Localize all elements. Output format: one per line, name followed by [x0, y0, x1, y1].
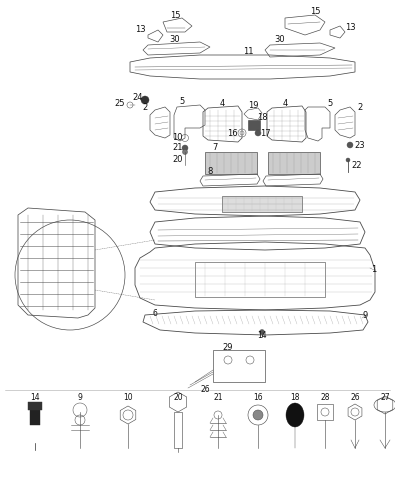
Text: 22: 22 [352, 160, 362, 169]
Text: 24: 24 [133, 93, 143, 101]
Text: 8: 8 [207, 168, 213, 177]
Text: 4: 4 [282, 98, 288, 108]
Text: 6: 6 [152, 309, 158, 317]
Text: 10: 10 [172, 132, 182, 142]
Text: 14: 14 [257, 332, 267, 340]
Text: 30: 30 [170, 36, 180, 45]
Text: 13: 13 [345, 24, 356, 33]
Text: 5: 5 [327, 98, 333, 108]
Text: 7: 7 [213, 144, 218, 153]
Bar [213, 350, 265, 382]
Text: 26: 26 [350, 393, 360, 401]
Text: 21: 21 [173, 143, 183, 152]
Text: 10: 10 [123, 393, 133, 401]
Circle shape [182, 149, 188, 155]
Text: 9: 9 [362, 311, 368, 320]
Text: 16: 16 [227, 129, 237, 137]
Text: 20: 20 [173, 156, 183, 165]
Text: 15: 15 [170, 12, 180, 21]
Text: 29: 29 [223, 343, 233, 351]
Text: 2: 2 [357, 104, 363, 112]
Circle shape [182, 145, 188, 151]
Text: 25: 25 [115, 99, 125, 108]
Text: 9: 9 [77, 393, 83, 401]
Circle shape [255, 130, 261, 136]
Text: 17: 17 [260, 129, 270, 137]
Text: 28: 28 [320, 393, 330, 401]
Text: 2: 2 [142, 104, 148, 112]
Text: 18: 18 [257, 113, 267, 122]
Ellipse shape [286, 403, 304, 427]
Text: 30: 30 [275, 36, 285, 45]
Bar [30, 407, 40, 425]
Text: 18: 18 [290, 393, 300, 401]
Text: 19: 19 [248, 100, 258, 109]
Text: 11: 11 [243, 48, 253, 57]
Text: 27: 27 [380, 393, 390, 401]
Text: 5: 5 [179, 97, 184, 107]
Circle shape [141, 96, 149, 104]
Text: 13: 13 [135, 25, 145, 35]
Text: 14: 14 [30, 393, 40, 401]
Circle shape [260, 329, 265, 335]
Text: 26: 26 [200, 385, 210, 395]
Text: 4: 4 [219, 98, 225, 108]
Circle shape [253, 410, 263, 420]
Text: 23: 23 [355, 141, 365, 149]
Text: 21: 21 [213, 393, 223, 401]
Circle shape [346, 158, 350, 162]
Bar [205, 152, 257, 174]
Bar [195, 262, 325, 297]
Circle shape [347, 142, 353, 148]
Bar [222, 196, 302, 212]
Bar [268, 152, 320, 174]
Bar [28, 402, 42, 410]
Bar [317, 404, 333, 420]
Bar [248, 120, 260, 130]
Text: 20: 20 [173, 393, 183, 401]
Text: 15: 15 [310, 8, 320, 16]
Bar [174, 412, 182, 448]
Text: 16: 16 [253, 393, 263, 401]
Text: 1: 1 [371, 265, 376, 275]
